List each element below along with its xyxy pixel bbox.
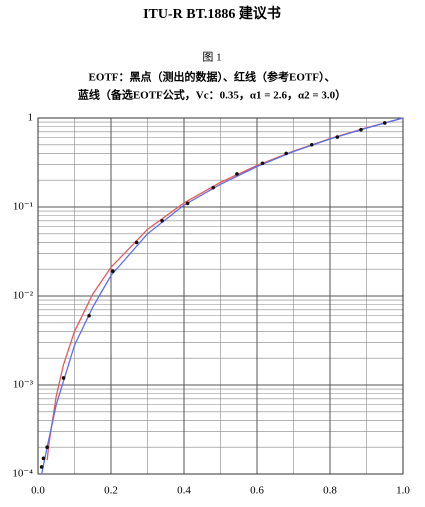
chart-title: 蓝线（备选EOTF公式，Vc：0.35，α1 = 2.6，α2 = 3.0） (78, 88, 346, 102)
x-tick-label: 0.2 (104, 485, 118, 497)
data-point (41, 456, 46, 461)
series-line (41, 117, 404, 475)
data-point (111, 269, 115, 273)
data-point (87, 313, 91, 318)
chart-title: EOTF：黑点（测出的数据）、红线（参考EOTF）、 (89, 70, 336, 84)
data-point (211, 185, 215, 190)
data-point (185, 201, 190, 206)
x-tick-label: 0.8 (323, 485, 337, 497)
data-point (39, 465, 44, 469)
x-tick-label: 0.6 (250, 485, 264, 497)
data-point (335, 135, 340, 139)
data-point (359, 127, 363, 132)
data-point (160, 218, 164, 223)
figure-label: 图 1 (202, 51, 221, 64)
header: ITU-R BT.1886 建议书 (143, 5, 281, 22)
data-point (61, 376, 66, 380)
y-tick-label: 10⁻² (13, 290, 34, 302)
y-tick-label: 10⁻³ (13, 379, 34, 391)
y-tick-label: 10⁻⁴ (12, 468, 33, 480)
data-point (309, 142, 314, 147)
x-tick-label: 0.0 (31, 485, 45, 497)
data-point (235, 172, 239, 176)
data-point (284, 151, 289, 156)
y-tick-label: 10⁻¹ (13, 201, 33, 213)
series-line (46, 117, 404, 461)
data-point (260, 161, 265, 166)
plot-frame (37, 117, 404, 475)
x-tick-label: 1.0 (396, 485, 410, 497)
y-tick-label: 1 (28, 112, 34, 124)
data-point (134, 240, 139, 245)
x-tick-label: 0.4 (177, 485, 191, 497)
data-point (382, 121, 387, 125)
data-point (45, 445, 49, 450)
